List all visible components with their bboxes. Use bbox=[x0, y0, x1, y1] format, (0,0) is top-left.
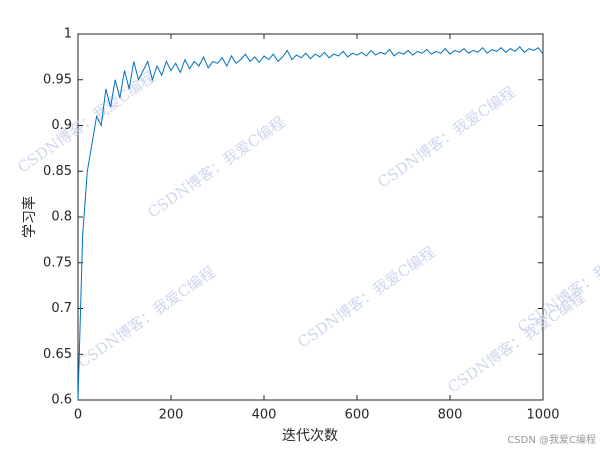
x-tick-label: 600 bbox=[345, 408, 370, 423]
y-tick-label: 1 bbox=[64, 27, 72, 42]
plot-box bbox=[77, 33, 544, 401]
y-tick-label: 0.8 bbox=[51, 210, 72, 225]
y-tick-label: 0.7 bbox=[51, 301, 72, 316]
y-tick-label: 0.65 bbox=[43, 347, 72, 362]
x-axis-label: 迭代次数 bbox=[282, 428, 338, 444]
y-tick-label: 0.6 bbox=[51, 393, 72, 408]
x-tick-label: 1000 bbox=[526, 408, 559, 423]
data-line bbox=[77, 46, 544, 401]
y-tick-label: 0.9 bbox=[51, 118, 72, 133]
x-tick-label: 400 bbox=[252, 408, 277, 423]
y-axis-label: 学习率 bbox=[21, 196, 38, 238]
y-tick-label: 0.95 bbox=[43, 72, 72, 87]
y-tick-label: 0.85 bbox=[43, 164, 72, 179]
y-tick-label: 0.75 bbox=[43, 255, 72, 270]
footer: CSDN @我爱C编程 bbox=[507, 433, 596, 446]
x-tick-label: 200 bbox=[159, 408, 184, 423]
x-tick-label: 800 bbox=[438, 408, 463, 423]
x-tick-label: 0 bbox=[74, 408, 82, 423]
